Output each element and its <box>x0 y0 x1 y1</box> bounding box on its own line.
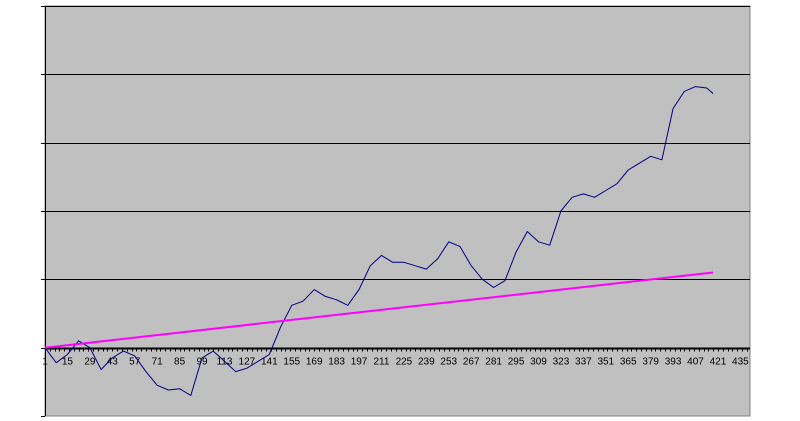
x-tick-label: 183 <box>328 357 345 368</box>
x-tick-label: 71 <box>152 357 164 368</box>
series-group <box>44 86 714 396</box>
x-axis-ticks <box>45 348 748 352</box>
x-tick-label: 43 <box>107 357 119 368</box>
x-tick-label: 225 <box>396 357 413 368</box>
x-tick-label: 211 <box>374 357 390 368</box>
x-tick-label: 197 <box>351 357 368 368</box>
x-tick-label: 253 <box>440 357 457 368</box>
y-axis-ticks <box>41 6 45 417</box>
x-tick-label: 365 <box>620 357 637 368</box>
x-tick-label: 421 <box>710 357 727 368</box>
x-tick-label: 15 <box>62 357 74 368</box>
series-line-primary <box>44 86 714 396</box>
x-tick-label: 351 <box>597 357 614 368</box>
x-tick-label: 309 <box>530 357 547 368</box>
x-tick-label: 85 <box>174 357 186 368</box>
x-tick-label: 141 <box>261 357 278 368</box>
x-tick-label: 169 <box>306 357 323 368</box>
x-tick-label: 323 <box>553 357 570 368</box>
x-tick-label: 1 <box>42 357 48 368</box>
x-tick-label: 29 <box>84 357 96 368</box>
x-tick-label: 155 <box>283 357 300 368</box>
x-tick-label: 435 <box>732 357 749 368</box>
x-tick-label: 393 <box>665 357 682 368</box>
x-tick-label: 239 <box>418 357 435 368</box>
series-line-trend <box>44 271 714 349</box>
x-tick-label: 127 <box>239 357 256 368</box>
gridlines <box>45 6 750 280</box>
x-tick-label: 99 <box>196 357 208 368</box>
x-tick-label: 337 <box>575 357 592 368</box>
x-tick-label: 407 <box>687 357 704 368</box>
x-tick-label: 57 <box>129 357 141 368</box>
x-tick-label: 267 <box>463 357 480 368</box>
x-tick-label: 295 <box>508 357 525 368</box>
x-tick-label: 281 <box>485 357 502 368</box>
x-tick-label: 379 <box>642 357 659 368</box>
